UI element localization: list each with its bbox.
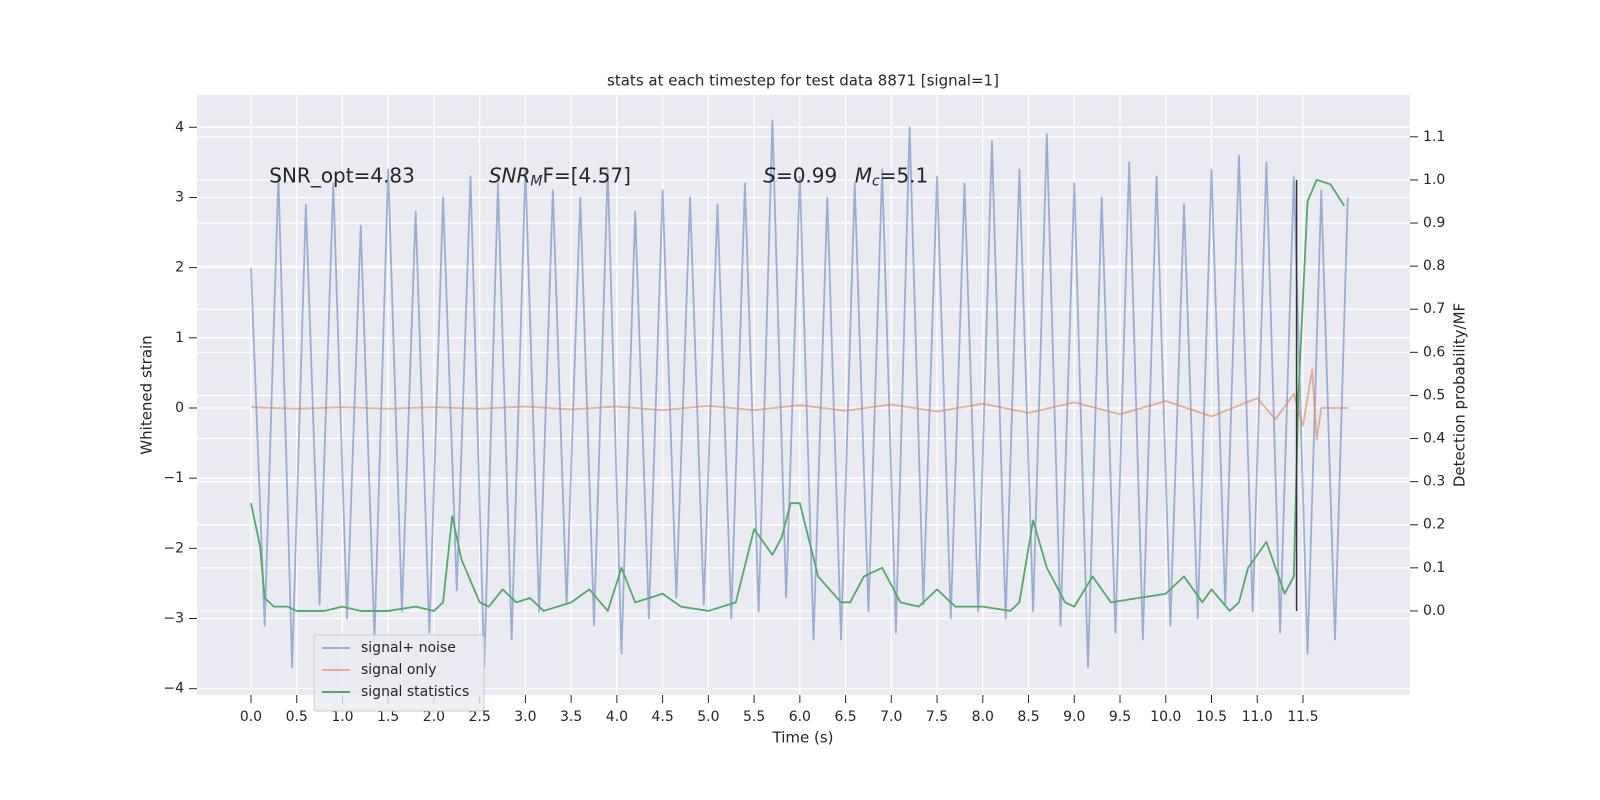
annotation-part: =5.1 (880, 163, 929, 187)
legend-box (313, 634, 485, 712)
y2-tick-label: 0.7 (1423, 301, 1445, 317)
y2-tick-label: 0.8 (1423, 258, 1445, 274)
x-tick-label: 3.5 (560, 709, 582, 725)
x-tick-label: 3.0 (514, 709, 536, 725)
annotation-part: M (855, 163, 872, 187)
annotation-part: F=[4.57] (542, 163, 630, 187)
y-tick-label: −2 (163, 540, 184, 556)
x-tick-label: 6.5 (834, 709, 856, 725)
legend-label: signal statistics (361, 684, 469, 700)
x-tick-label: 4.0 (606, 709, 628, 725)
y-tick-label: 1 (175, 330, 184, 346)
y2-tick-label: 0.3 (1423, 474, 1445, 490)
y2-tick-label: 1.1 (1423, 129, 1445, 145)
chart-title: stats at each timestep for test data 887… (607, 72, 999, 90)
y2-tick-label: 0.4 (1423, 431, 1445, 447)
y2-tick-label: 0.5 (1423, 387, 1445, 403)
x-tick-label: 5.5 (743, 709, 765, 725)
x-tick-label: 2.0 (423, 709, 445, 725)
y2-tick-label: 0.0 (1423, 603, 1445, 619)
y2-axis-label: Detection probability/MF (1451, 303, 1469, 487)
series-line (250, 179, 1345, 612)
x-tick-label: 8.5 (1017, 709, 1039, 725)
annotation-part: c (872, 173, 880, 189)
x-tick-label: 7.5 (926, 709, 948, 725)
y-tick-label: 2 (175, 260, 184, 276)
annotation-part: M (530, 173, 542, 189)
x-tick-label: 0.5 (286, 709, 308, 725)
y-tick-label: 4 (175, 119, 184, 135)
series-line (250, 119, 1349, 669)
y2-tick-label: 0.2 (1423, 517, 1445, 533)
x-tick-label: 5.0 (697, 709, 719, 725)
annotation: S=0.99 (763, 163, 837, 187)
annotation-part: SNR_opt=4.83 (269, 163, 415, 187)
x-tick-label: 1.5 (377, 709, 399, 725)
series-line (250, 368, 1349, 441)
x-tick-label: 2.5 (469, 709, 491, 725)
y2-tick-label: 0.6 (1423, 344, 1445, 360)
x-tick-label: 7.0 (880, 709, 902, 725)
x-tick-label: 4.5 (651, 709, 673, 725)
y-axis-label: Whitened strain (138, 335, 156, 454)
y-tick-label: −1 (163, 470, 184, 486)
annotation-part: =0.99 (776, 163, 837, 187)
x-tick-label: 6.0 (789, 709, 811, 725)
x-tick-label: 1.0 (331, 709, 353, 725)
annotation-part: SNR (489, 163, 531, 187)
x-tick-label: 11.0 (1242, 709, 1273, 725)
x-tick-label: 10.5 (1196, 709, 1227, 725)
x-tick-label: 0.0 (240, 709, 262, 725)
y-tick-label: 3 (175, 189, 184, 205)
y2-tick-label: 0.1 (1423, 560, 1445, 576)
annotation: SNRMF=[4.57] (489, 163, 631, 190)
x-tick-label: 9.5 (1109, 709, 1131, 725)
y-tick-label: −4 (163, 681, 184, 697)
y2-tick-label: 0.9 (1423, 215, 1445, 231)
annotation: Mc=5.1 (855, 163, 929, 190)
legend-label: signal+ noise (361, 640, 456, 656)
x-tick-label: 9.0 (1063, 709, 1085, 725)
x-tick-label: 11.5 (1287, 709, 1318, 725)
annotation-part: S (763, 163, 776, 187)
legend-label: signal only (361, 662, 436, 678)
x-axis-label: Time (s) (772, 729, 834, 747)
y-tick-label: −3 (163, 611, 184, 627)
x-tick-label: 10.0 (1150, 709, 1181, 725)
x-tick-label: 8.0 (972, 709, 994, 725)
annotation: SNR_opt=4.83 (269, 163, 415, 187)
y-tick-label: 0 (175, 400, 184, 416)
y2-tick-label: 1.0 (1423, 172, 1445, 188)
